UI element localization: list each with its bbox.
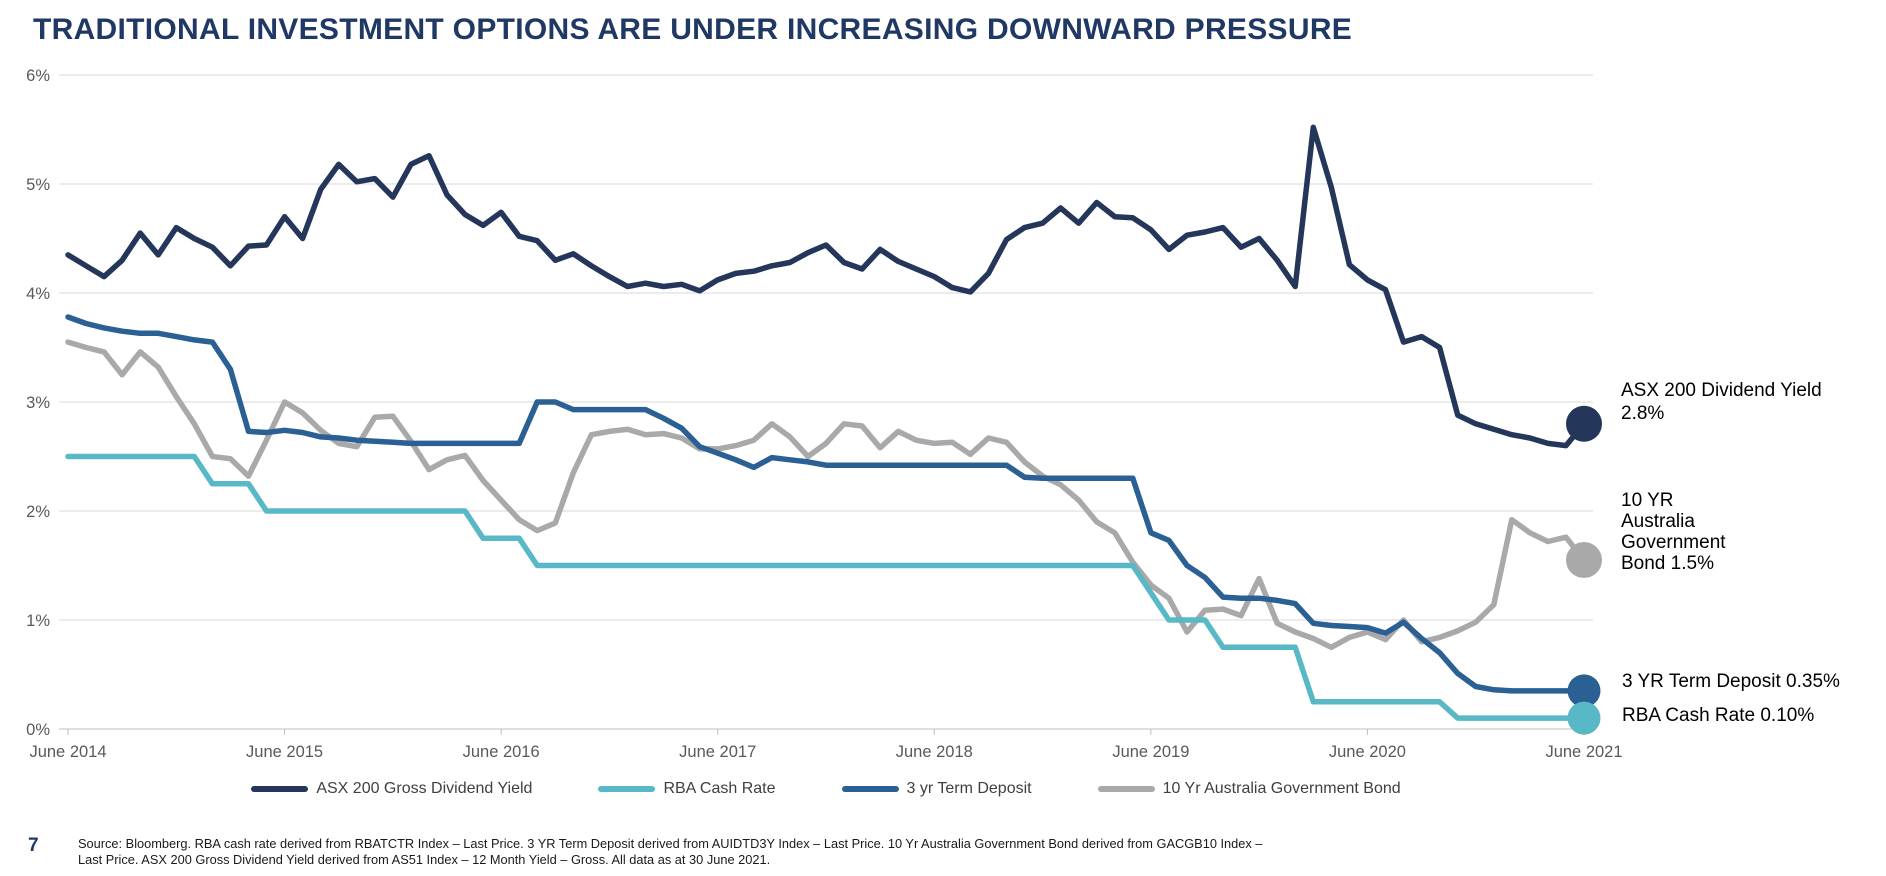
x-axis-tick-label: June 2018	[896, 743, 973, 761]
x-axis-tick-label: June 2014	[29, 743, 106, 761]
series-line-10-yr-australia-government-bond	[65, 339, 1587, 651]
annotation-line: Bond 1.5%	[1621, 553, 1714, 574]
legend-label: RBA Cash Rate	[663, 780, 776, 797]
y-axis-tick-label: 3%	[26, 394, 50, 412]
legend-label: 3 yr Term Deposit	[906, 780, 1032, 797]
series-line-rba-cash-rate	[65, 453, 1587, 721]
source-note: Source: Bloomberg. RBA cash rate derived…	[78, 836, 1538, 867]
legend-item-3yr-term-deposit: 3 yr Term Deposit	[841, 780, 1032, 798]
annotation-line: 2.8%	[1621, 403, 1665, 424]
annotation-3yr-term-deposit: 3 YR Term Deposit 0.35%	[1622, 671, 1840, 693]
legend-item-10yr-gov-bond: 10 Yr Australia Government Bond	[1097, 780, 1401, 798]
annotation-line: Government	[1621, 532, 1726, 553]
x-axis-tick-label: June 2015	[246, 743, 323, 761]
legend-line-swatch	[1097, 786, 1155, 792]
annotation-line: 3 YR Term Deposit 0.35%	[1622, 671, 1840, 692]
y-axis-tick-label: 1%	[26, 612, 50, 630]
x-axis-tick-label: June 2019	[1112, 743, 1189, 761]
x-axis-tick-label: June 2016	[463, 743, 540, 761]
source-line: Last Price. ASX 200 Gross Dividend Yield…	[78, 851, 771, 867]
y-axis-tick-label: 6%	[26, 67, 50, 85]
y-axis-tick-label: 2%	[26, 503, 50, 521]
legend-label: 10 Yr Australia Government Bond	[1162, 780, 1401, 797]
x-axis-tick-label: June 2017	[679, 743, 756, 761]
annotation-line: RBA Cash Rate 0.10%	[1622, 705, 1815, 726]
series-line-3-yr-term-deposit	[65, 314, 1587, 694]
y-axis-tick-label: 4%	[26, 285, 50, 303]
chart-legend: ASX 200 Gross Dividend Yield RBA Cash Ra…	[59, 780, 1593, 798]
legend-line-swatch	[598, 786, 656, 792]
y-axis-tick-label: 5%	[26, 176, 50, 194]
legend-label: ASX 200 Gross Dividend Yield	[316, 780, 533, 797]
page-number: 7	[28, 835, 39, 856]
legend-line-swatch	[841, 786, 899, 792]
annotation-line: 10 YR	[1621, 490, 1674, 511]
annotation-rba-cash-rate: RBA Cash Rate 0.10%	[1622, 705, 1814, 727]
series-end-dot-rba-cash-rate	[1567, 701, 1601, 735]
series-end-dot-3-yr-term-deposit	[1567, 674, 1601, 708]
legend-item-asx-200: ASX 200 Gross Dividend Yield	[251, 780, 532, 798]
source-line: Source: Bloomberg. RBA cash rate derived…	[78, 836, 1263, 851]
series-end-dot-asx-200-gross-dividend-yield	[1566, 405, 1602, 442]
annotation-line: Australia	[1621, 511, 1695, 532]
x-axis-tick-label: June 2020	[1329, 743, 1406, 761]
series-end-dot-10-yr-australia-government-bond	[1566, 542, 1602, 579]
annotation-asx-dividend-yield: ASX 200 Dividend Yield 2.8%	[1621, 379, 1822, 425]
series-line-asx-200-gross-dividend-yield	[65, 124, 1587, 449]
x-axis-tick-label: June 2021	[1545, 743, 1622, 761]
y-axis-tick-label: 0%	[26, 721, 50, 739]
annotation-line: ASX 200 Dividend Yield	[1621, 380, 1822, 401]
page-title: TRADITIONAL INVESTMENT OPTIONS ARE UNDER…	[33, 13, 1353, 46]
legend-item-rba-cash-rate: RBA Cash Rate	[598, 780, 776, 798]
legend-line-swatch	[251, 786, 309, 792]
annotation-10yr-gov-bond: 10 YR Australia Government Bond 1.5%	[1621, 490, 1726, 574]
